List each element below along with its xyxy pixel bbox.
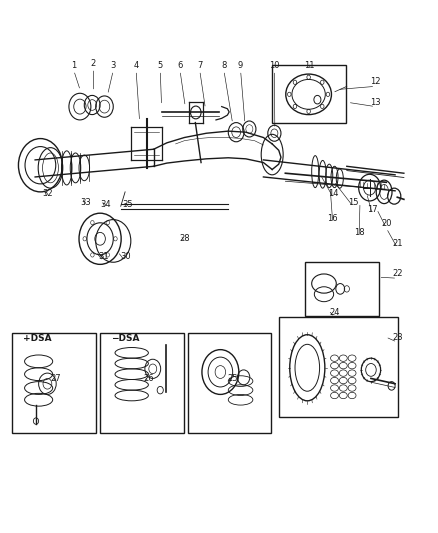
Text: 22: 22 xyxy=(391,269,402,278)
Text: 12: 12 xyxy=(369,77,380,86)
Text: 30: 30 xyxy=(120,252,130,261)
Text: 31: 31 xyxy=(98,252,108,261)
Text: 15: 15 xyxy=(347,198,358,207)
Text: 2: 2 xyxy=(91,59,96,68)
Text: +DSA: +DSA xyxy=(23,334,51,343)
Text: 27: 27 xyxy=(51,374,61,383)
Text: 35: 35 xyxy=(122,200,132,209)
Text: 28: 28 xyxy=(179,233,189,243)
Bar xyxy=(272,65,345,123)
Text: 11: 11 xyxy=(304,61,314,70)
Text: 23: 23 xyxy=(391,333,402,342)
Text: 3: 3 xyxy=(110,61,116,70)
Text: 26: 26 xyxy=(143,374,153,383)
Text: 24: 24 xyxy=(328,308,339,317)
Text: 14: 14 xyxy=(328,189,338,198)
Text: 33: 33 xyxy=(80,198,91,207)
Bar xyxy=(187,333,271,433)
Text: 9: 9 xyxy=(237,61,243,70)
Text: 16: 16 xyxy=(327,214,337,223)
Text: 5: 5 xyxy=(157,61,162,70)
Text: 25: 25 xyxy=(227,374,237,383)
Text: 4: 4 xyxy=(133,61,138,70)
Text: 32: 32 xyxy=(42,189,53,198)
Bar xyxy=(304,262,378,316)
Text: 8: 8 xyxy=(221,61,226,70)
Text: 13: 13 xyxy=(369,98,380,107)
Text: 1: 1 xyxy=(71,61,76,70)
Text: 20: 20 xyxy=(380,219,391,228)
Text: 34: 34 xyxy=(100,200,110,209)
Text: −DSA: −DSA xyxy=(110,334,139,343)
Text: 18: 18 xyxy=(353,228,364,237)
Text: 6: 6 xyxy=(177,61,182,70)
Bar xyxy=(100,333,183,433)
Bar xyxy=(278,317,397,417)
Text: 10: 10 xyxy=(268,61,279,70)
Bar xyxy=(12,333,95,433)
Text: 17: 17 xyxy=(366,205,377,214)
Text: 7: 7 xyxy=(197,61,202,70)
Text: 21: 21 xyxy=(391,239,402,248)
